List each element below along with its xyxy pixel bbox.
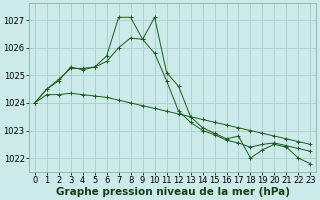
X-axis label: Graphe pression niveau de la mer (hPa): Graphe pression niveau de la mer (hPa) xyxy=(56,187,290,197)
